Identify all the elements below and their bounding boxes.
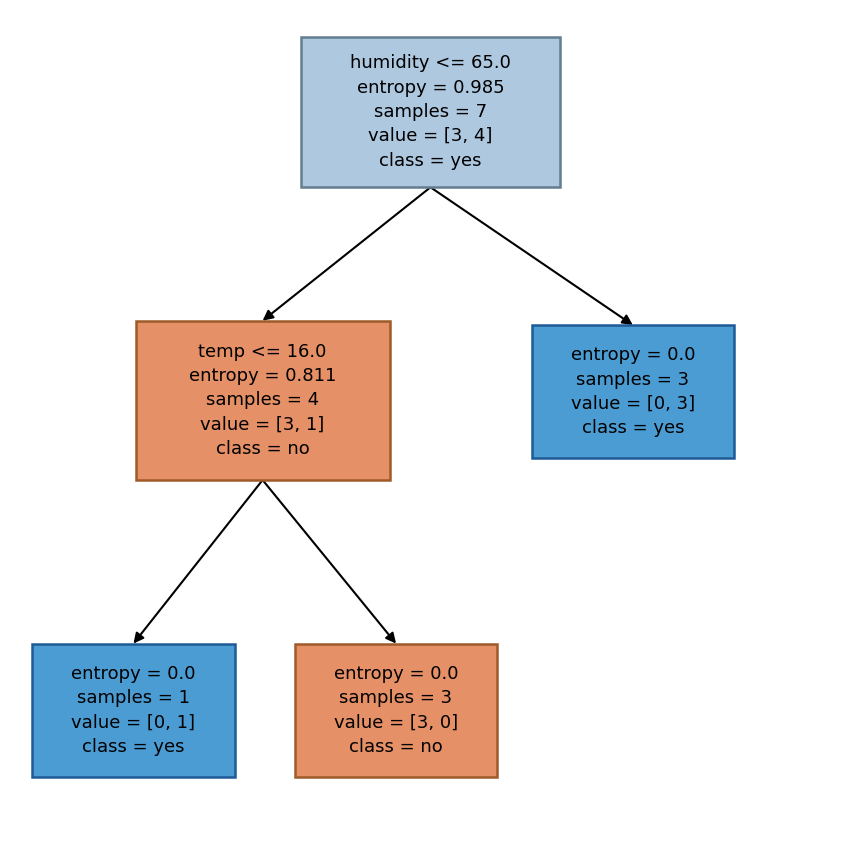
Text: entropy = 0.0
samples = 3
value = [3, 0]
class = no: entropy = 0.0 samples = 3 value = [3, 0]… bbox=[334, 665, 458, 756]
FancyBboxPatch shape bbox=[301, 36, 560, 188]
FancyBboxPatch shape bbox=[531, 325, 734, 458]
FancyBboxPatch shape bbox=[294, 644, 498, 777]
Text: temp <= 16.0
entropy = 0.811
samples = 4
value = [3, 1]
class = no: temp <= 16.0 entropy = 0.811 samples = 4… bbox=[189, 343, 337, 458]
FancyBboxPatch shape bbox=[135, 321, 389, 480]
FancyBboxPatch shape bbox=[33, 644, 234, 777]
Text: entropy = 0.0
samples = 3
value = [0, 3]
class = yes: entropy = 0.0 samples = 3 value = [0, 3]… bbox=[571, 346, 695, 437]
Text: entropy = 0.0
samples = 1
value = [0, 1]
class = yes: entropy = 0.0 samples = 1 value = [0, 1]… bbox=[71, 665, 195, 756]
Text: humidity <= 65.0
entropy = 0.985
samples = 7
value = [3, 4]
class = yes: humidity <= 65.0 entropy = 0.985 samples… bbox=[350, 54, 511, 170]
